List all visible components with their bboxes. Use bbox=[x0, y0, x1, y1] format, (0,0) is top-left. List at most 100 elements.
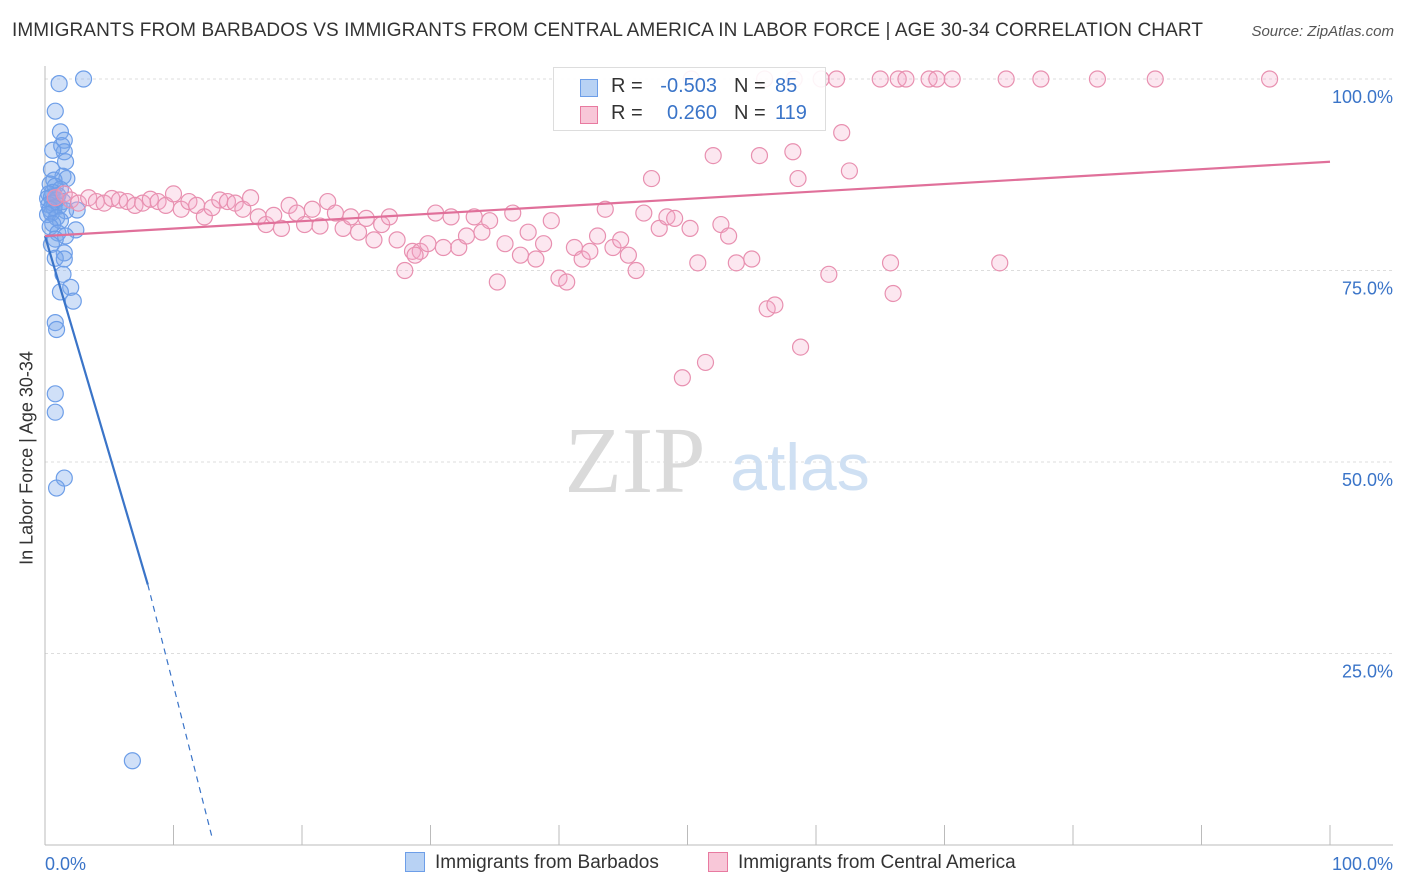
legend-item-barbados[interactable]: Immigrants from Barbados bbox=[405, 852, 659, 876]
data-point bbox=[123, 752, 141, 770]
data-point bbox=[833, 124, 851, 142]
watermark-atlas: atlas bbox=[730, 430, 869, 504]
data-point bbox=[673, 369, 691, 387]
data-point bbox=[434, 238, 452, 257]
legend-item-central-america[interactable]: Immigrants from Central America bbox=[708, 852, 1016, 876]
data-point bbox=[789, 169, 807, 188]
data-point bbox=[689, 254, 707, 272]
data-point bbox=[588, 227, 607, 245]
data-point bbox=[311, 217, 329, 235]
data-point bbox=[897, 70, 915, 88]
data-point bbox=[766, 296, 784, 314]
data-point bbox=[44, 141, 62, 159]
data-point bbox=[481, 212, 499, 230]
series-barbados-points bbox=[38, 70, 141, 770]
trend-line-central-america bbox=[44, 160, 1331, 238]
data-point bbox=[295, 215, 314, 234]
data-point bbox=[1261, 70, 1279, 88]
data-point bbox=[46, 385, 64, 403]
data-point bbox=[1088, 70, 1107, 88]
data-point bbox=[55, 185, 73, 203]
data-point bbox=[419, 235, 437, 253]
trend-line-barbados-extension bbox=[147, 584, 213, 838]
data-point bbox=[457, 227, 476, 245]
data-point bbox=[704, 147, 722, 165]
data-point bbox=[56, 202, 75, 220]
stats-r-label: R = bbox=[611, 75, 643, 97]
data-point bbox=[47, 479, 66, 497]
y-axis-label: In Labor Force | Age 30-34 bbox=[16, 351, 37, 565]
data-point bbox=[784, 143, 802, 161]
data-point bbox=[681, 219, 699, 237]
trend-line-barbados bbox=[43, 235, 149, 585]
stats-n-value: 85 bbox=[775, 75, 798, 97]
data-point bbox=[406, 246, 424, 264]
data-point bbox=[820, 265, 838, 283]
legend-swatch-central-america bbox=[708, 852, 728, 872]
stats-n-value: 119 bbox=[775, 102, 807, 124]
data-point bbox=[164, 185, 183, 203]
y-tick-label: 50.0% bbox=[1342, 470, 1393, 490]
data-point bbox=[47, 320, 66, 339]
data-point bbox=[884, 284, 902, 303]
axes bbox=[44, 66, 1393, 846]
data-point bbox=[727, 254, 745, 272]
data-point bbox=[51, 123, 70, 141]
data-point bbox=[80, 189, 98, 207]
data-point bbox=[303, 200, 321, 218]
stats-r-value: 0.260 bbox=[666, 102, 717, 124]
tick-labels: 25.0% 50.0% 75.0% 100.0% 0.0% 100.0% bbox=[45, 87, 1393, 874]
data-point bbox=[242, 189, 260, 207]
data-point bbox=[635, 204, 653, 222]
data-point bbox=[272, 219, 291, 237]
data-point bbox=[642, 169, 661, 188]
stats-n-label: N = bbox=[734, 75, 766, 97]
data-point bbox=[74, 70, 93, 88]
data-point bbox=[619, 246, 637, 264]
data-point bbox=[519, 223, 537, 241]
source-label: Source: ZipAtlas.com bbox=[1251, 23, 1394, 40]
data-point bbox=[827, 70, 846, 88]
data-point bbox=[69, 194, 88, 212]
data-point bbox=[55, 250, 73, 268]
x-tick-label: 0.0% bbox=[45, 854, 86, 874]
data-point bbox=[791, 338, 810, 356]
data-point bbox=[720, 227, 738, 245]
data-point bbox=[180, 192, 198, 211]
data-point bbox=[54, 265, 72, 283]
data-point bbox=[943, 70, 961, 88]
stats-r-label: R = bbox=[611, 102, 643, 124]
y-tick-label: 25.0% bbox=[1342, 662, 1393, 682]
data-point bbox=[56, 153, 75, 171]
data-point bbox=[928, 70, 946, 88]
stats-n-label: N = bbox=[734, 102, 766, 124]
data-point bbox=[758, 300, 776, 318]
data-point bbox=[542, 212, 560, 230]
legend-label-barbados: Immigrants from Barbados bbox=[435, 852, 659, 873]
watermark: ZIP atlas bbox=[565, 409, 870, 513]
data-point bbox=[881, 254, 900, 272]
data-point bbox=[64, 292, 82, 310]
data-point bbox=[1032, 70, 1050, 88]
data-point bbox=[46, 102, 64, 120]
data-point bbox=[488, 273, 506, 291]
data-point bbox=[696, 353, 715, 372]
y-tick-label: 75.0% bbox=[1342, 279, 1393, 299]
data-point bbox=[149, 192, 167, 211]
data-point bbox=[342, 208, 360, 226]
data-point bbox=[365, 231, 383, 249]
data-point bbox=[997, 70, 1015, 88]
data-point bbox=[50, 74, 68, 93]
data-point bbox=[46, 313, 64, 332]
data-point bbox=[396, 261, 414, 280]
data-point bbox=[46, 403, 64, 421]
data-point bbox=[349, 223, 368, 241]
data-point bbox=[871, 70, 889, 88]
legend-label-central-america: Immigrants from Central America bbox=[738, 852, 1016, 873]
stats-swatch-central-america bbox=[580, 106, 598, 124]
stats-r-value: -0.503 bbox=[660, 75, 717, 97]
data-point bbox=[581, 242, 599, 260]
trend-lines bbox=[43, 160, 1331, 838]
data-point bbox=[627, 261, 645, 280]
data-point bbox=[496, 235, 514, 253]
